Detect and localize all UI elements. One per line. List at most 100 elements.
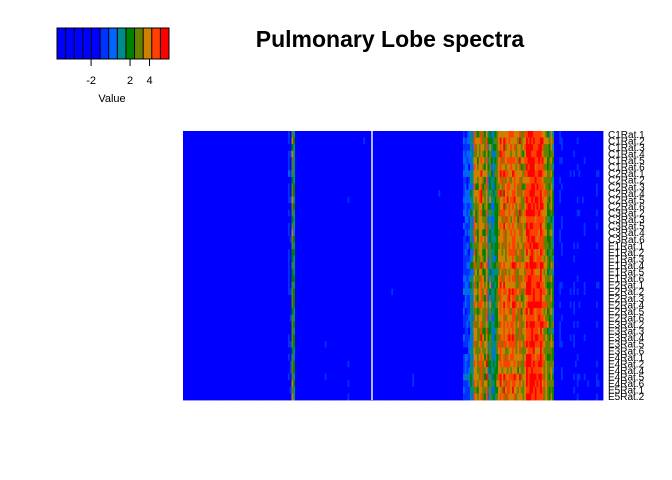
heatmap-cell	[575, 170, 578, 178]
heatmap-cell	[555, 137, 558, 145]
heatmap-cell	[568, 131, 571, 138]
heatmap-cell	[459, 157, 462, 165]
heatmap-cell	[244, 131, 247, 138]
heatmap-cell	[417, 163, 420, 171]
heatmap-cell	[184, 170, 187, 178]
heatmap-cell	[237, 176, 240, 184]
heatmap-cell	[377, 176, 380, 184]
heatmap-cell	[295, 137, 298, 145]
heatmap-cell	[587, 170, 590, 178]
color-key-bin	[91, 28, 101, 59]
heatmap-cell	[202, 137, 205, 145]
heatmap-cell	[421, 131, 424, 138]
heatmap-cell	[309, 170, 312, 178]
heatmap-cell	[426, 176, 429, 184]
heatmap-cell	[503, 157, 506, 165]
heatmap-cell	[373, 163, 376, 171]
heatmap-cell	[540, 144, 543, 152]
heatmap-cell	[253, 144, 256, 152]
heatmap-cell	[204, 183, 207, 191]
heatmap-cell	[597, 150, 600, 158]
heatmap-cell	[557, 137, 560, 145]
heatmap-cell	[281, 131, 284, 138]
heatmap-cell	[470, 131, 473, 138]
heatmap-cell	[463, 163, 466, 171]
heatmap-cell	[307, 176, 310, 184]
heatmap-cell	[249, 157, 252, 165]
heatmap-cell	[310, 170, 313, 178]
heatmap-cell	[501, 144, 504, 152]
heatmap-cell	[190, 131, 193, 138]
heatmap-cell	[225, 163, 228, 171]
heatmap-cell	[447, 144, 450, 152]
heatmap-cell	[389, 183, 392, 191]
heatmap-cell	[440, 150, 443, 158]
heatmap-cell	[517, 144, 520, 152]
heatmap-cell	[414, 137, 417, 145]
heatmap-cell	[300, 137, 303, 145]
heatmap-cell	[575, 150, 578, 158]
heatmap-cell	[260, 170, 263, 178]
heatmap-cell	[235, 144, 238, 152]
heatmap-cell	[289, 137, 292, 145]
heatmap-cell	[529, 157, 532, 165]
heatmap-cell	[471, 144, 474, 152]
heatmap-cell	[197, 137, 200, 145]
heatmap-cell	[387, 163, 390, 171]
heatmap-cell	[340, 137, 343, 145]
heatmap-cell	[263, 150, 266, 158]
heatmap-cell	[471, 157, 474, 165]
heatmap-cell	[253, 163, 256, 171]
heatmap-cell	[426, 137, 429, 145]
heatmap-cell	[359, 176, 362, 184]
heatmap-cell	[225, 137, 228, 145]
heatmap-cell	[295, 157, 298, 165]
heatmap-cell	[260, 183, 263, 191]
heatmap-cell	[244, 170, 247, 178]
heatmap-cell	[253, 131, 256, 138]
heatmap-cell	[235, 163, 238, 171]
heatmap-cell	[349, 170, 352, 178]
heatmap-cell	[316, 131, 319, 138]
heatmap-cell	[268, 137, 271, 145]
heatmap-cell	[256, 176, 259, 184]
heatmap-cell	[571, 170, 574, 178]
heatmap-cell	[363, 150, 366, 158]
heatmap-cell	[207, 157, 210, 165]
heatmap-cell	[433, 183, 436, 191]
heatmap-cell	[366, 150, 369, 158]
heatmap-cell	[538, 150, 541, 158]
heatmap-cell	[183, 150, 186, 158]
heatmap-cell	[249, 144, 252, 152]
heatmap-cell	[545, 150, 548, 158]
heatmap-cell	[228, 183, 231, 191]
heatmap-cell	[426, 163, 429, 171]
heatmap-cell	[375, 163, 378, 171]
heatmap-cell	[326, 170, 329, 178]
heatmap-cell	[412, 150, 415, 158]
heatmap-cell	[270, 144, 273, 152]
heatmap-cell	[268, 183, 271, 191]
heatmap-cell	[403, 176, 406, 184]
heatmap-cell	[275, 137, 278, 145]
heatmap-cell	[358, 163, 361, 171]
heatmap-cell	[450, 170, 453, 178]
heatmap-cell	[431, 170, 434, 178]
heatmap-cell	[389, 157, 392, 165]
heatmap-cell	[235, 131, 238, 138]
heatmap-cell	[310, 144, 313, 152]
heatmap-cell	[279, 183, 282, 191]
heatmap-cell	[389, 137, 392, 145]
heatmap-cell	[459, 137, 462, 145]
heatmap-cell	[566, 176, 569, 184]
heatmap-cell	[372, 137, 375, 145]
heatmap-cell	[261, 183, 264, 191]
heatmap-cell	[253, 183, 256, 191]
heatmap-cell	[251, 170, 254, 178]
heatmap-cell	[601, 229, 604, 237]
heatmap-cell	[307, 131, 310, 138]
heatmap-cell	[282, 150, 285, 158]
heatmap-cell	[543, 170, 546, 178]
color-key: -2 2 4	[56, 27, 170, 87]
heatmap-cell	[456, 157, 459, 165]
